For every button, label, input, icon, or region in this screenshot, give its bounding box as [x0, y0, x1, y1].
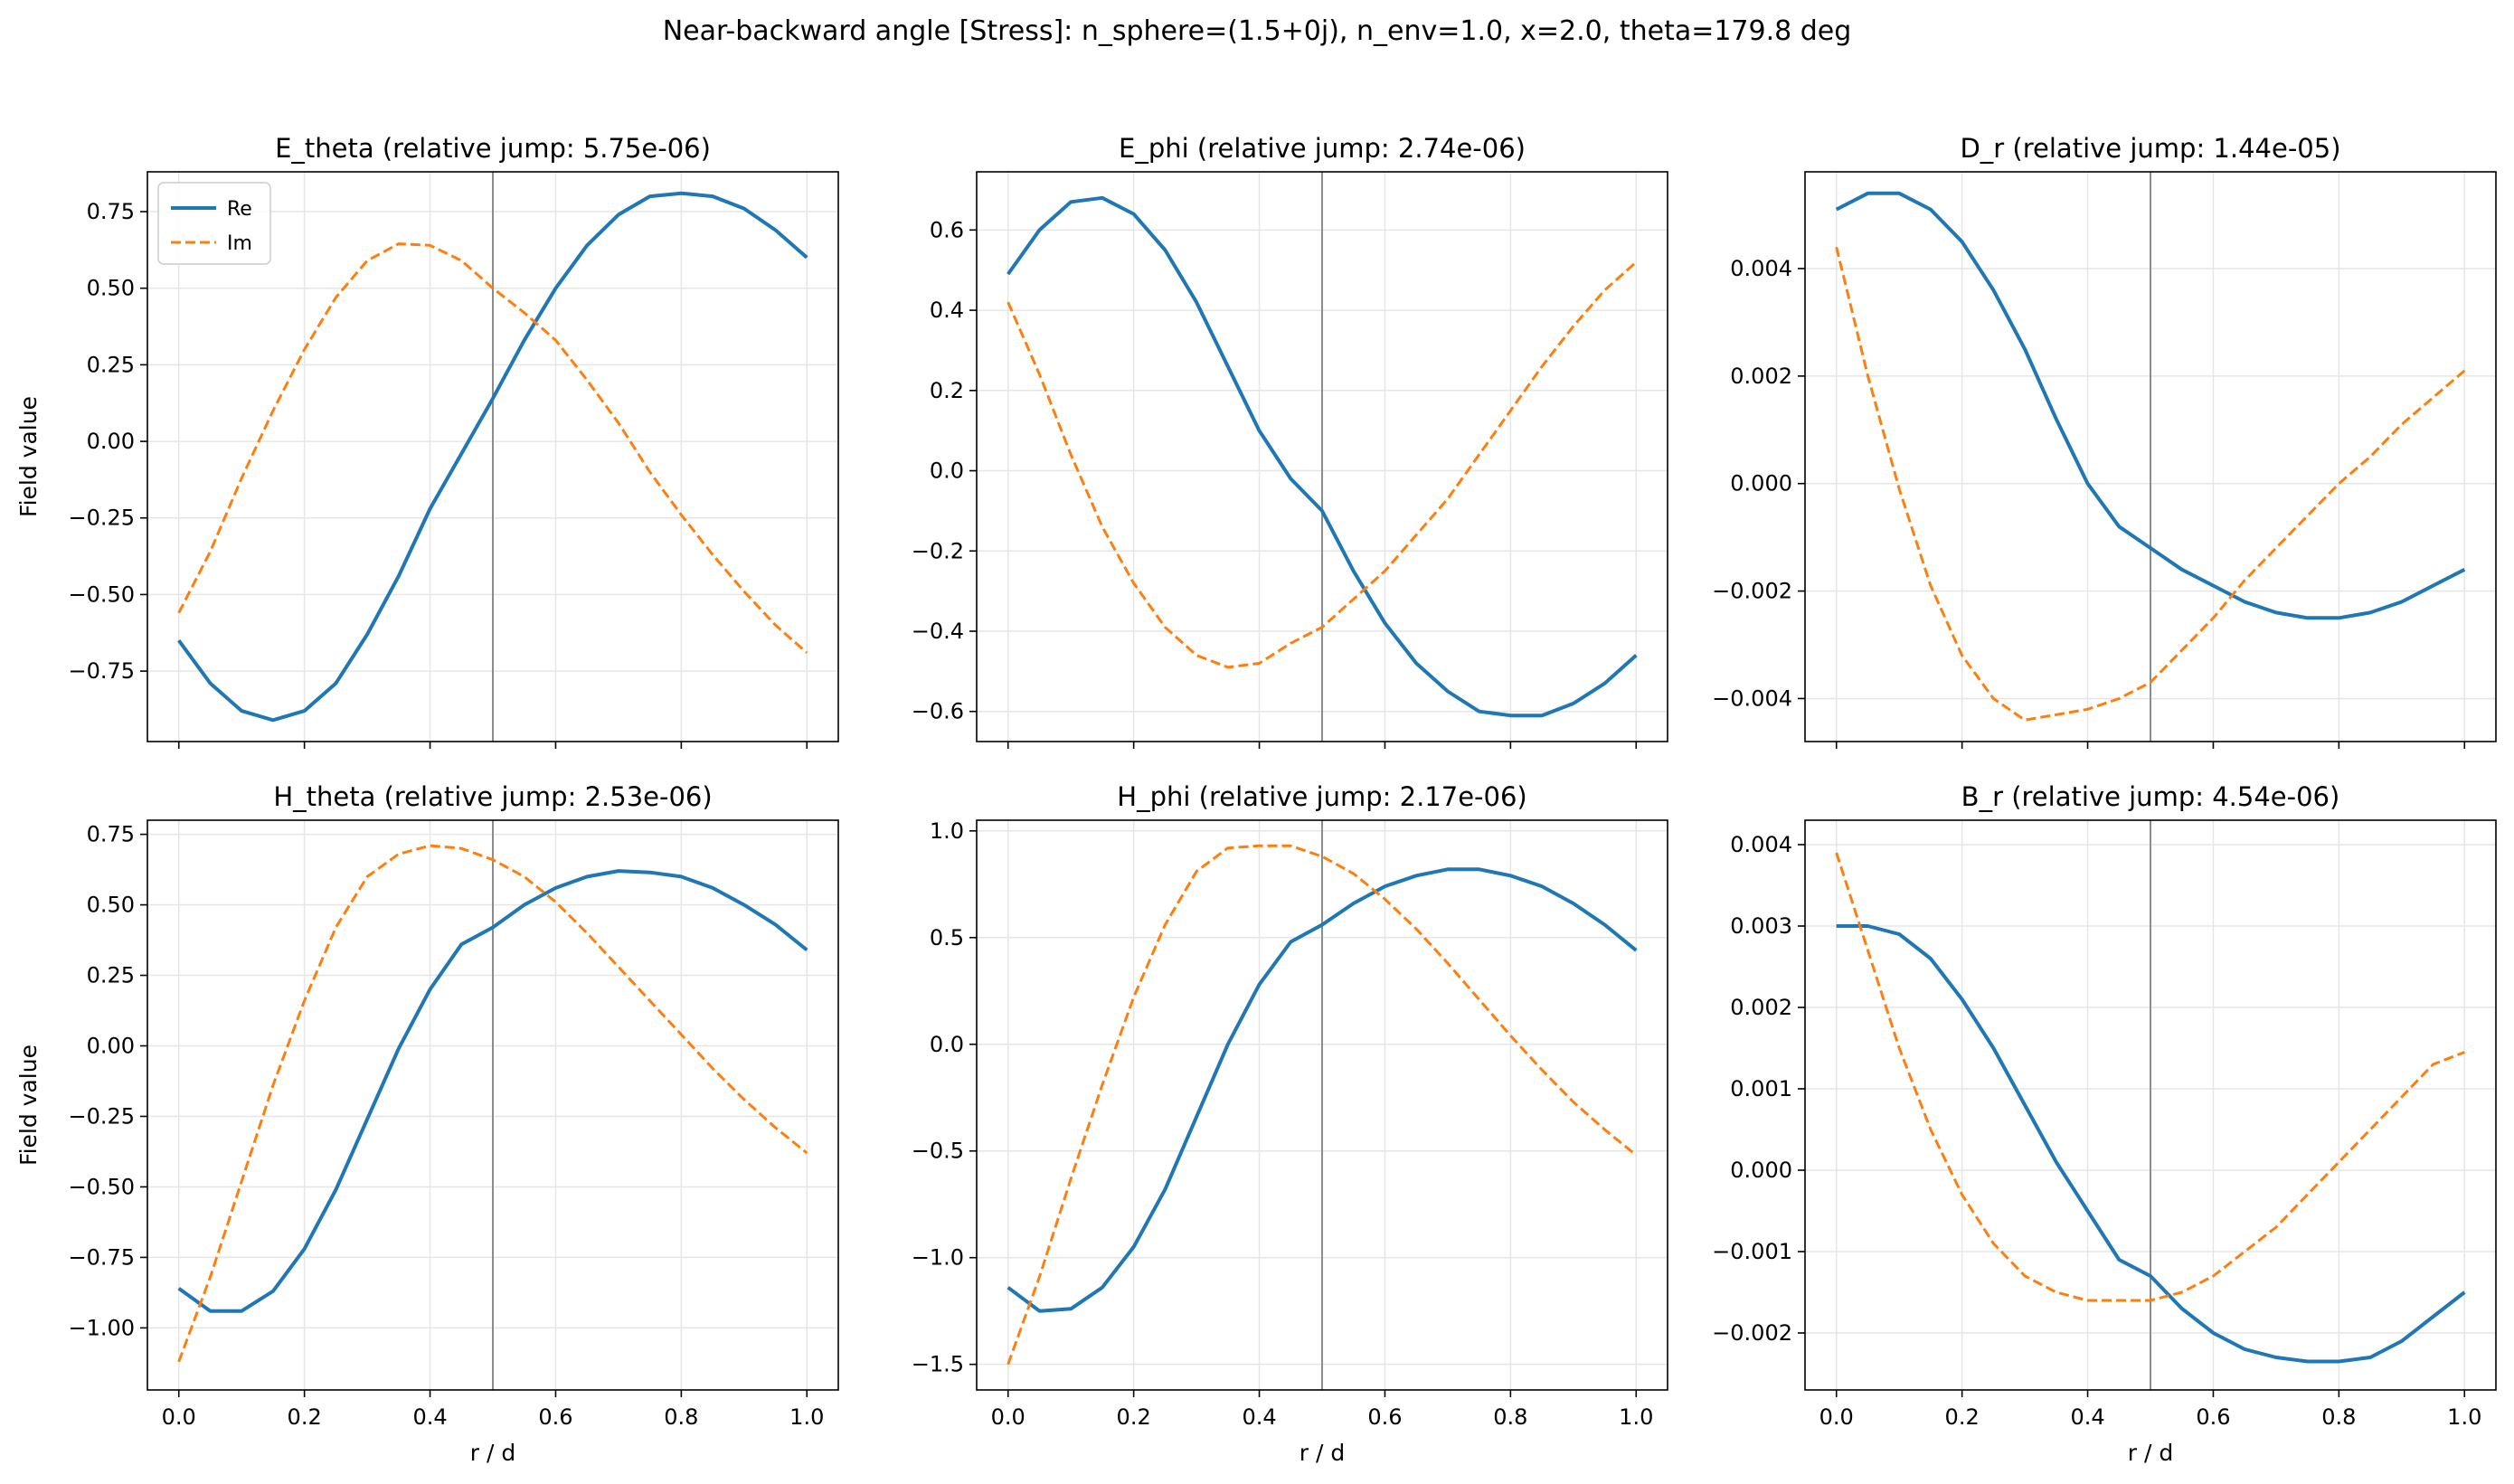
- y-tick-label: −0.75: [68, 658, 135, 684]
- y-tick-label: 0.6: [930, 217, 964, 242]
- x-tick-label: 0.8: [1493, 1404, 1527, 1430]
- series-line-im: [1835, 852, 2465, 1302]
- x-tick-label: 0.4: [1242, 1404, 1276, 1430]
- y-tick-label: 1.0: [930, 818, 964, 844]
- x-tick-label: 0.0: [991, 1404, 1025, 1430]
- x-tick-label: 0.0: [1819, 1404, 1854, 1430]
- x-tick-label: 0.4: [412, 1404, 447, 1430]
- y-tick-label: 0.50: [87, 893, 135, 918]
- y-axis-label: Field value: [15, 396, 42, 517]
- series-line-re: [1835, 191, 2466, 620]
- subplot-title: B_r (relative jump: 4.54e-06): [1961, 781, 2340, 812]
- axes-frame: [976, 171, 1668, 742]
- x-tick-label: 0.2: [288, 1404, 322, 1430]
- y-tick-label: 0.25: [87, 963, 135, 988]
- y-axis-label: Field value: [15, 1044, 42, 1166]
- x-axis-label: r / d: [2128, 1440, 2173, 1466]
- series-line-re: [1007, 867, 1638, 1313]
- y-tick-label: 0.003: [1730, 913, 1792, 939]
- axes-frame: [146, 171, 839, 742]
- subplot-title: H_phi (relative jump: 2.17e-06): [1117, 781, 1526, 812]
- y-tick-label: 0.25: [87, 352, 135, 377]
- y-tick-label: 0.000: [1730, 1158, 1792, 1183]
- subplot-3: −0.004 −0.002 0.000 0.002 0.004 D_r (relative…: [1712, 133, 2497, 749]
- y-tick-label: −0.25: [68, 1103, 135, 1129]
- subplot-4: 0.0 0.2 0.4 0.6 0.8 1.0 −1.00 −0.75 −0.50 −0.25 0.…: [15, 781, 839, 1466]
- y-tick-label: −0.75: [68, 1244, 135, 1270]
- x-tick-label: 0.4: [2070, 1404, 2104, 1430]
- x-tick-label: 0.0: [162, 1404, 196, 1430]
- y-tick-label: 0.001: [1730, 1076, 1792, 1101]
- series-line-im: [177, 844, 808, 1363]
- y-tick-label: −1.5: [912, 1352, 964, 1377]
- x-tick-label: 0.8: [2321, 1404, 2356, 1430]
- axes-frame: [1804, 819, 2497, 1391]
- subplot-2: −0.6 −0.4 −0.2 0.0 0.2 0.4 0.6 E_phi (relative …: [912, 133, 1668, 749]
- series-line-im: [177, 242, 808, 654]
- y-tick-label: 0.4: [930, 298, 964, 323]
- y-tick-label: −0.50: [68, 581, 135, 607]
- y-tick-label: −0.004: [1712, 685, 1792, 711]
- axes-frame: [976, 819, 1668, 1391]
- subplot-grid: −0.75 −0.50 −0.25 0.00 0.25 0.50 0.75 E_theta (…: [15, 133, 2497, 1466]
- y-tick-label: 0.004: [1730, 256, 1792, 281]
- y-tick-label: 0.002: [1730, 995, 1792, 1020]
- y-tick-label: 0.0: [930, 458, 964, 484]
- series-line-im: [1835, 246, 2466, 722]
- y-tick-label: 0.75: [87, 199, 135, 224]
- y-tick-label: −0.002: [1712, 1320, 1792, 1346]
- series-line-im: [1007, 844, 1638, 1366]
- subplot-title: D_r (relative jump: 1.44e-05): [1960, 133, 2340, 164]
- x-tick-label: 0.8: [664, 1404, 698, 1430]
- subplot-6: 0.0 0.2 0.4 0.6 0.8 1.0 −0.002 −0.001 0.000 0.001…: [1712, 781, 2497, 1466]
- subplot-5: 0.0 0.2 0.4 0.6 0.8 1.0 −1.5 −1.0 −0.5 0.0 0.5 1.0 H…: [912, 781, 1668, 1466]
- subplot-title: E_phi (relative jump: 2.74e-06): [1119, 133, 1526, 164]
- series-line-im: [1007, 260, 1638, 669]
- y-tick-label: −1.00: [68, 1315, 135, 1340]
- y-tick-label: 0.004: [1730, 832, 1792, 857]
- subplot-1: −0.75 −0.50 −0.25 0.00 0.25 0.50 0.75 E_theta (…: [15, 133, 839, 749]
- y-tick-label: 0.0: [930, 1032, 964, 1057]
- y-tick-label: −1.0: [912, 1245, 964, 1271]
- axes-frame: [146, 819, 839, 1391]
- x-tick-label: 0.2: [1117, 1404, 1151, 1430]
- x-tick-label: 0.6: [538, 1404, 572, 1430]
- x-axis-label: r / d: [470, 1440, 515, 1466]
- y-tick-label: −0.6: [912, 699, 964, 724]
- y-tick-label: −0.2: [912, 538, 964, 563]
- y-tick-label: −0.50: [68, 1174, 135, 1199]
- x-tick-label: 0.6: [2196, 1404, 2230, 1430]
- subplot-title: H_theta (relative jump: 2.53e-06): [273, 781, 712, 812]
- x-tick-label: 1.0: [2447, 1404, 2481, 1430]
- series-line-re: [177, 869, 808, 1313]
- x-tick-label: 0.6: [1367, 1404, 1402, 1430]
- subplot-title: E_theta (relative jump: 5.75e-06): [275, 133, 711, 164]
- y-tick-label: −0.001: [1712, 1239, 1792, 1264]
- x-tick-label: 0.2: [1945, 1404, 1980, 1430]
- y-tick-label: 0.50: [87, 276, 135, 301]
- y-tick-label: 0.00: [87, 1034, 135, 1059]
- y-tick-label: 0.5: [930, 925, 964, 950]
- y-tick-label: 0.000: [1730, 471, 1792, 496]
- series-line-re: [1007, 195, 1638, 718]
- series-line-re: [177, 191, 808, 723]
- axes-frame: [1804, 171, 2497, 742]
- legend-label: Re: [227, 198, 252, 221]
- legend-box: [157, 182, 271, 265]
- y-tick-label: −0.25: [68, 506, 135, 531]
- y-tick-label: −0.4: [912, 619, 964, 644]
- y-tick-label: 0.00: [87, 429, 135, 454]
- figure-suptitle: Near-backward angle [Stress]: n_sphere=(…: [663, 15, 1852, 47]
- series-line-re: [1836, 924, 2466, 1364]
- x-tick-label: 1.0: [1619, 1404, 1653, 1430]
- y-tick-label: 0.2: [930, 378, 964, 403]
- y-tick-label: −0.5: [912, 1139, 964, 1164]
- x-tick-label: 1.0: [789, 1404, 824, 1430]
- y-tick-label: 0.002: [1730, 364, 1792, 389]
- x-axis-label: r / d: [1300, 1440, 1345, 1466]
- y-tick-label: −0.002: [1712, 579, 1792, 604]
- legend-label: Im: [227, 232, 252, 255]
- y-tick-label: 0.75: [87, 822, 135, 847]
